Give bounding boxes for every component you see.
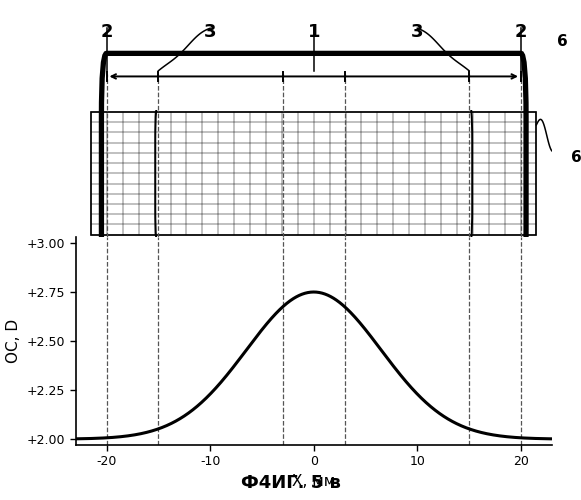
Text: 2: 2 [101,22,113,40]
Text: 3: 3 [204,22,216,40]
Text: 6: 6 [571,150,581,166]
Text: 3: 3 [411,22,424,40]
Y-axis label: ОС, D: ОС, D [6,319,21,363]
Text: Ф4ИГ. 5 в: Ф4ИГ. 5 в [241,474,340,492]
Text: 6: 6 [557,34,568,49]
Text: 1: 1 [307,22,320,40]
X-axis label: X, мм: X, мм [292,474,335,489]
Text: 2: 2 [515,22,527,40]
